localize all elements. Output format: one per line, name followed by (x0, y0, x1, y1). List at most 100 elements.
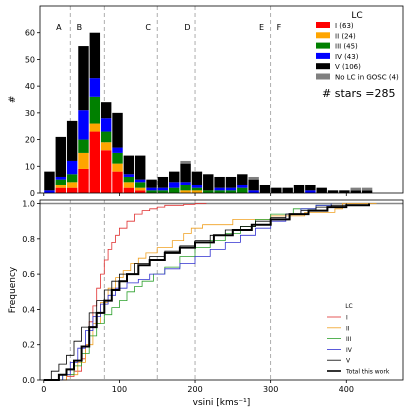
bar-segment (180, 184, 191, 191)
bar-segment (66, 174, 78, 183)
y-tick-label: 60 (25, 29, 35, 38)
legend-swatch (316, 42, 330, 49)
bar-segment (78, 168, 89, 193)
bar-segment (203, 174, 214, 191)
bar-segment (55, 187, 67, 193)
bar-segment (157, 190, 169, 193)
bar-segment (191, 184, 203, 188)
bar-segment (225, 187, 237, 191)
bar-segment (237, 174, 248, 185)
bar-segment (112, 112, 123, 148)
bar-segment (350, 190, 361, 193)
plot-area (40, 200, 403, 380)
bar-segment (123, 155, 135, 175)
bar-segment (78, 46, 89, 111)
x-tick-label: 0 (41, 385, 46, 394)
region-label-d: D (184, 23, 190, 32)
region-label-c: C (145, 23, 151, 32)
stars-count-annotation: # stars =285 (322, 87, 395, 100)
legend-title: LC (345, 303, 353, 310)
bar-segment (66, 160, 78, 175)
bar-segment (203, 190, 214, 193)
bar-segment (180, 160, 191, 164)
axes-frame (39, 199, 404, 381)
bar-segment (134, 182, 146, 188)
y-tick-label: 30 (25, 109, 35, 118)
y-tick-label: 0 (30, 189, 35, 198)
bar-segment (169, 182, 180, 188)
bar-segment (89, 96, 101, 124)
bar-segment (237, 187, 248, 193)
bar-segment (112, 147, 123, 153)
bar-segment (146, 179, 157, 188)
cumulative-panel: 0.0 0.2 0.4 0.6 0.8 1.0 0 100 200 300 400 Frequency… (8, 199, 404, 408)
bar-segment (112, 163, 123, 172)
bar-segment (78, 110, 89, 140)
bar-segment (89, 32, 101, 79)
bar-segment (180, 163, 191, 183)
bar-segment (100, 118, 112, 132)
bar-segment (169, 171, 180, 183)
y-tick-label: 0.8 (22, 235, 35, 244)
bar-segment (66, 120, 78, 161)
cumulative-line-total-this-work (43, 203, 370, 381)
bar-segment (180, 190, 191, 193)
bar-segment (282, 187, 293, 193)
bar-segment (123, 187, 135, 193)
bar-segment (361, 190, 373, 193)
bar-segment (248, 179, 259, 191)
y-tick-label: 20 (25, 136, 35, 145)
bar-segment (134, 187, 146, 191)
x-tick-label: 100 (112, 385, 127, 394)
bar-segment (361, 187, 373, 191)
y-tick-label: 0.0 (22, 376, 35, 385)
bar-segment (157, 176, 169, 188)
legend-swatch (316, 32, 330, 39)
y-tick-label: 0.2 (22, 341, 35, 350)
bar-segment (259, 184, 271, 193)
bar-segment (44, 190, 55, 193)
bar-segment (225, 190, 237, 193)
bar-segment (89, 78, 101, 97)
y-tick-label: 0.6 (22, 270, 35, 279)
bar-segment (100, 142, 112, 151)
histogram-panel: A B C D E F 0 10 20 30 40 50 60 # LCI (63) II (24) III (… (8, 5, 404, 198)
y-axis-label: # (8, 96, 18, 104)
bar-segment (55, 176, 67, 180)
bar-segment (305, 190, 316, 193)
bar-segment (134, 179, 146, 183)
legend-entry: I (63) (335, 22, 354, 30)
bar-segment (180, 182, 191, 185)
legend-entry: II (24) (335, 32, 356, 40)
bar-segment (157, 187, 169, 191)
bar-segment (134, 190, 146, 193)
bar-segment (248, 176, 259, 180)
legend-title: LC (351, 11, 362, 21)
bar-segment (112, 152, 123, 164)
bar-segment (78, 152, 89, 169)
bar-segment (339, 190, 350, 193)
bar-segment (327, 190, 339, 193)
legend-entry: II (346, 325, 350, 332)
cumulative-line-ii (43, 203, 377, 381)
y-axis-label: Frequency (8, 266, 18, 313)
legend-swatch (316, 73, 330, 80)
y-tick-label: 1.0 (22, 200, 35, 209)
cumulative-line-iv (43, 203, 332, 381)
x-tick-label: 300 (263, 385, 278, 394)
bar-segment (350, 187, 361, 191)
y-tick-label: 0.4 (22, 305, 35, 314)
legend-entry: V (346, 358, 351, 365)
bar-segment (237, 184, 248, 188)
legend-entry: No LC in GOSC (4) (335, 74, 399, 82)
legend-swatch (316, 52, 330, 59)
y-tick-label: 10 (25, 162, 35, 171)
bar-segment (112, 171, 123, 193)
legend-swatch (316, 63, 330, 70)
x-tick-label: 400 (339, 385, 354, 394)
y-tick-label: 40 (25, 82, 35, 91)
region-label-a: A (56, 23, 62, 32)
region-label-f: F (277, 23, 282, 32)
bar-segment (248, 190, 259, 193)
